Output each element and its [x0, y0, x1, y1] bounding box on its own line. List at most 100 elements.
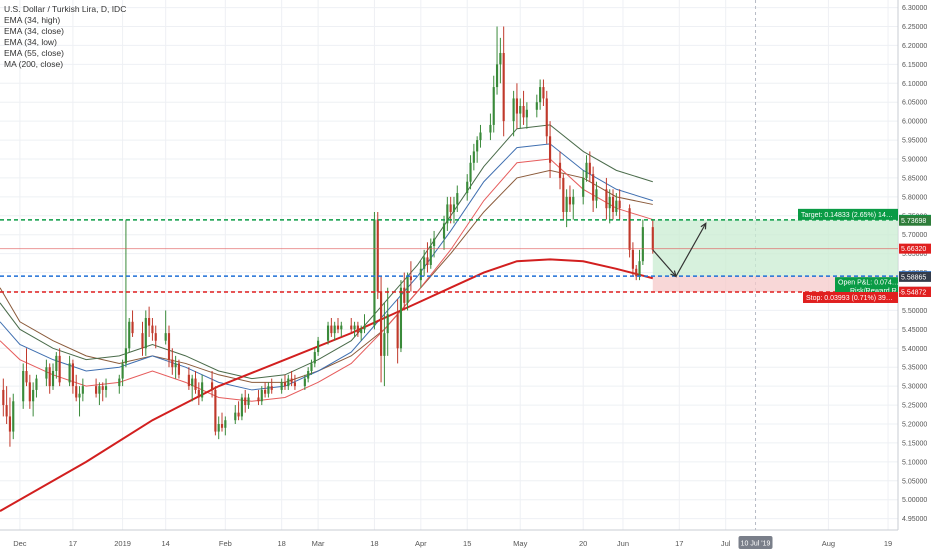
- candle[interactable]: [330, 318, 333, 337]
- candle[interactable]: [307, 367, 310, 383]
- candle[interactable]: [280, 378, 283, 394]
- candle[interactable]: [247, 393, 250, 409]
- candle[interactable]: [588, 151, 591, 182]
- candle[interactable]: [356, 321, 359, 337]
- candle[interactable]: [287, 374, 290, 390]
- candle[interactable]: [350, 318, 353, 334]
- candle[interactable]: [237, 401, 240, 421]
- candle[interactable]: [608, 189, 611, 224]
- candle[interactable]: [267, 382, 270, 398]
- candle[interactable]: [317, 336, 320, 356]
- candle[interactable]: [423, 249, 426, 277]
- candle[interactable]: [95, 378, 98, 398]
- candle[interactable]: [101, 382, 104, 402]
- candle[interactable]: [479, 124, 482, 148]
- candle[interactable]: [618, 189, 621, 220]
- candle[interactable]: [476, 136, 479, 163]
- candle[interactable]: [51, 363, 55, 390]
- candle[interactable]: [519, 98, 522, 129]
- candle[interactable]: [151, 318, 154, 341]
- candle[interactable]: [449, 196, 452, 224]
- legend-indicator-ema34-high[interactable]: EMA (34, high): [4, 15, 61, 25]
- candle[interactable]: [303, 374, 306, 390]
- candle[interactable]: [409, 261, 412, 292]
- candle[interactable]: [522, 90, 525, 125]
- candle[interactable]: [558, 151, 562, 190]
- candle[interactable]: [542, 79, 545, 107]
- candle[interactable]: [548, 121, 552, 178]
- candle[interactable]: [386, 287, 389, 356]
- candle[interactable]: [144, 310, 147, 356]
- candle[interactable]: [562, 174, 565, 220]
- candle[interactable]: [446, 196, 449, 231]
- candle[interactable]: [171, 348, 174, 375]
- candle[interactable]: [383, 302, 386, 387]
- candle[interactable]: [442, 215, 446, 250]
- candle[interactable]: [641, 219, 644, 265]
- candle[interactable]: [257, 389, 260, 406]
- candle[interactable]: [48, 363, 51, 394]
- candle[interactable]: [336, 318, 340, 334]
- candle[interactable]: [71, 359, 74, 394]
- candle[interactable]: [141, 321, 144, 356]
- candle[interactable]: [293, 374, 296, 390]
- candle[interactable]: [310, 359, 313, 375]
- candle[interactable]: [635, 265, 638, 281]
- candle[interactable]: [472, 143, 475, 171]
- candle[interactable]: [582, 170, 585, 205]
- candle[interactable]: [12, 393, 15, 440]
- candle[interactable]: [638, 249, 641, 281]
- candle[interactable]: [426, 242, 429, 273]
- candle[interactable]: [489, 113, 492, 141]
- candle[interactable]: [419, 261, 422, 288]
- candle[interactable]: [121, 359, 124, 387]
- candle[interactable]: [628, 204, 631, 258]
- candle[interactable]: [128, 318, 131, 353]
- candle[interactable]: [35, 374, 38, 398]
- candle[interactable]: [333, 321, 336, 341]
- candle[interactable]: [399, 280, 403, 353]
- candle[interactable]: [22, 363, 25, 409]
- candle[interactable]: [45, 359, 48, 387]
- candle[interactable]: [492, 75, 495, 133]
- candle[interactable]: [565, 189, 568, 228]
- candle[interactable]: [177, 359, 181, 379]
- candle[interactable]: [502, 26, 505, 137]
- candle[interactable]: [148, 306, 151, 337]
- candle[interactable]: [605, 177, 608, 220]
- candle[interactable]: [25, 348, 28, 387]
- candle[interactable]: [264, 382, 267, 398]
- candle[interactable]: [615, 193, 618, 216]
- candle[interactable]: [283, 374, 287, 390]
- candle[interactable]: [8, 397, 12, 447]
- candle[interactable]: [585, 155, 588, 182]
- candle[interactable]: [28, 374, 31, 409]
- candle[interactable]: [191, 374, 194, 402]
- candle[interactable]: [194, 371, 197, 394]
- candle[interactable]: [124, 219, 127, 368]
- candle[interactable]: [214, 386, 217, 436]
- candle[interactable]: [651, 219, 654, 254]
- candle[interactable]: [217, 416, 220, 440]
- candle[interactable]: [197, 382, 200, 406]
- candle[interactable]: [224, 416, 227, 436]
- candle[interactable]: [363, 314, 366, 334]
- candle[interactable]: [174, 355, 177, 379]
- candle[interactable]: [210, 371, 214, 398]
- candle[interactable]: [326, 321, 330, 345]
- candle[interactable]: [154, 325, 157, 349]
- candle[interactable]: [466, 174, 469, 201]
- candle[interactable]: [270, 378, 273, 394]
- candle[interactable]: [456, 185, 459, 213]
- candle[interactable]: [403, 272, 406, 311]
- candle[interactable]: [5, 386, 8, 424]
- candle[interactable]: [220, 412, 224, 432]
- candle[interactable]: [78, 386, 81, 417]
- candle[interactable]: [260, 386, 263, 406]
- candle[interactable]: [525, 102, 528, 129]
- candle[interactable]: [104, 378, 108, 398]
- candle[interactable]: [379, 276, 383, 383]
- candle[interactable]: [373, 212, 376, 330]
- candle[interactable]: [595, 181, 598, 209]
